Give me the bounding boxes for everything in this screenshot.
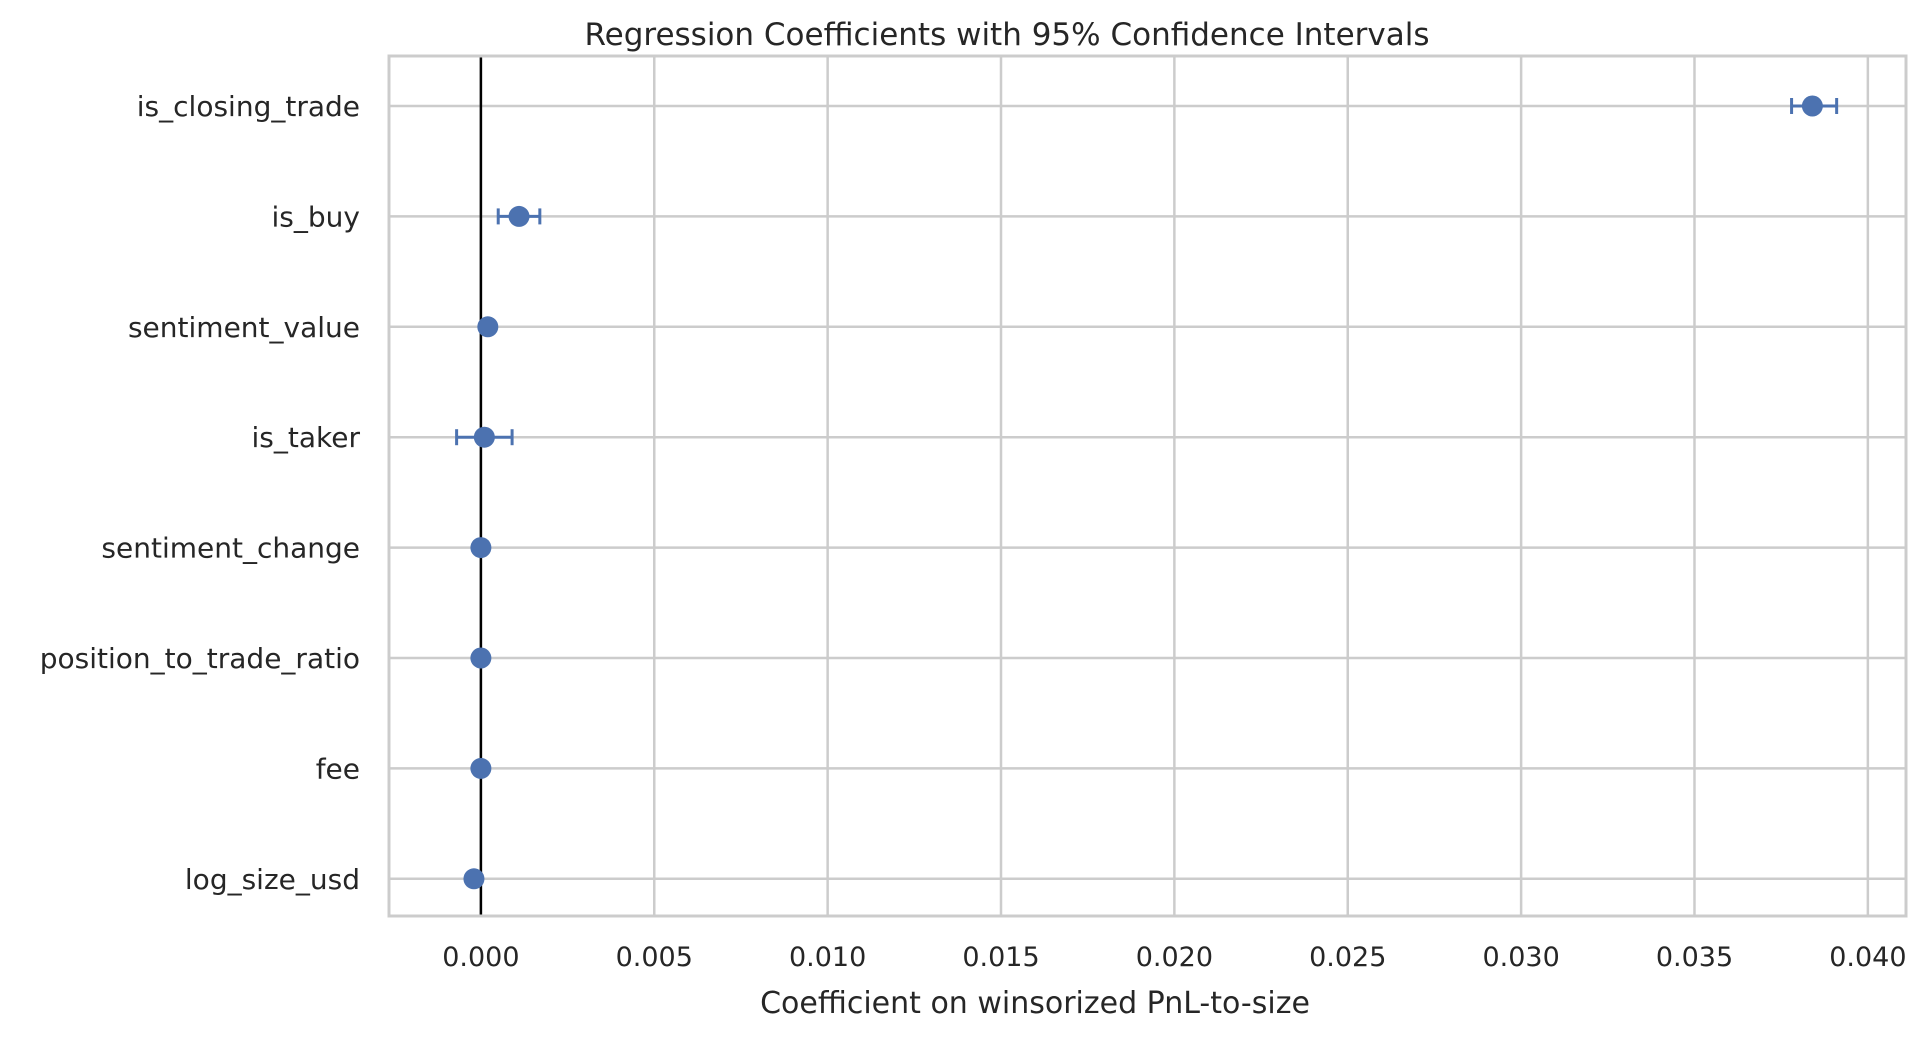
x-tick-label: 0.020 — [1136, 942, 1213, 973]
x-axis-label: Coefficient on winsorized PnL-to-size — [760, 986, 1310, 1021]
coefficient-point — [463, 868, 485, 890]
coefficient-points — [463, 95, 1823, 890]
x-tick-label: 0.030 — [1482, 942, 1559, 973]
x-tick-label: 0.010 — [789, 942, 866, 973]
coefficient-point — [508, 205, 530, 227]
x-tick-labels: 0.000 0.005 0.010 0.015 0.020 0.025 0.030 0.035… — [442, 942, 1906, 973]
horizontal-gridlines — [389, 104, 1906, 881]
coefficient-point — [470, 757, 492, 779]
x-tick-label: 0.005 — [616, 942, 693, 973]
chart-title: Regression Coefficients with 95% Confide… — [584, 17, 1429, 53]
vertical-gridlines — [479, 56, 1870, 916]
y-category-label: sentiment_value — [128, 311, 360, 344]
plot-frame — [387, 54, 1908, 918]
coefficient-point — [477, 316, 499, 338]
y-category-label: is_closing_trade — [137, 90, 360, 123]
y-category-label: is_buy — [272, 200, 360, 233]
x-tick-label: 0.015 — [962, 942, 1039, 973]
y-category-label: position_to_trade_ratio — [40, 642, 360, 675]
coefficient-point — [473, 426, 495, 448]
y-category-labels: is_closing_trade is_buy sentiment_value is_… — [40, 90, 361, 896]
y-category-label: sentiment_change — [101, 532, 360, 565]
x-tick-label: 0.035 — [1656, 942, 1733, 973]
y-category-label: fee — [316, 752, 360, 785]
confidence-intervals — [455, 98, 1839, 446]
coefficient-point — [470, 537, 492, 559]
coefficient-point — [1801, 95, 1823, 117]
x-tick-label: 0.040 — [1829, 942, 1906, 973]
y-category-label: log_size_usd — [185, 863, 360, 896]
y-category-label: is_taker — [252, 421, 361, 454]
x-tick-label: 0.000 — [442, 942, 519, 973]
coefficient-point — [470, 647, 492, 669]
x-tick-label: 0.025 — [1309, 942, 1386, 973]
